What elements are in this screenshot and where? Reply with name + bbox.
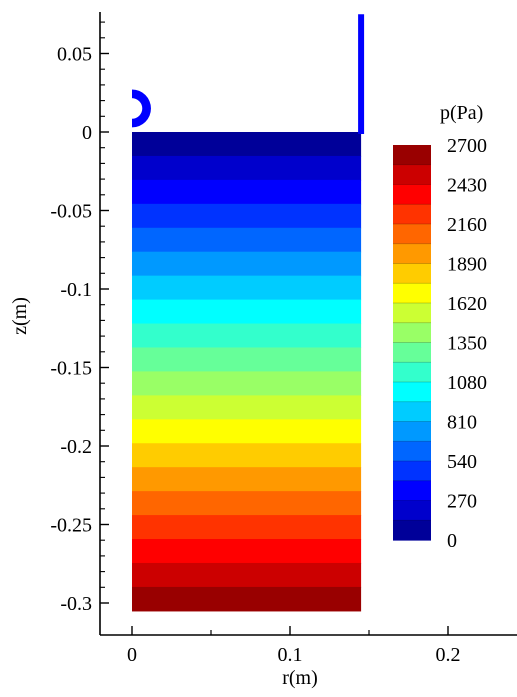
colorbar-band <box>393 520 431 541</box>
contour-band <box>132 395 362 420</box>
colorbar-band <box>393 342 431 363</box>
contour-band <box>132 491 362 516</box>
y-tick-label: 0.05 <box>57 44 92 66</box>
y-tick-label: -0.15 <box>50 358 92 380</box>
colorbar-band <box>393 303 431 324</box>
x-tick-label: 0.1 <box>278 644 303 666</box>
colorbar-tick-label: 270 <box>447 491 477 513</box>
contour-band <box>132 132 362 157</box>
colorbar-tick-label: 540 <box>447 451 477 473</box>
colorbar-band <box>393 204 431 225</box>
semicircle-obstacle <box>132 89 151 128</box>
colorbar-tick-label: 1620 <box>447 293 487 315</box>
colorbar-band <box>393 500 431 521</box>
y-tick-label: -0.2 <box>60 436 92 458</box>
colorbar-tick-label: 2430 <box>447 175 487 197</box>
contour-band <box>132 586 362 612</box>
x-tick-label: 0 <box>127 644 137 666</box>
colorbar-tick-label: 1350 <box>447 333 487 355</box>
colorbar-band <box>393 283 431 304</box>
contour-band <box>132 275 362 301</box>
colorbar-tick-label: 0 <box>447 530 457 552</box>
y-axis-label: z(m) <box>9 297 31 335</box>
y-tick-label: 0 <box>82 122 92 144</box>
y-tick-label: -0.25 <box>50 515 92 537</box>
y-tick-label: -0.3 <box>60 593 92 615</box>
x-tick-label: 0.2 <box>436 644 461 666</box>
wall-line <box>358 14 365 134</box>
contour-band <box>132 179 362 205</box>
contour-band <box>132 347 362 373</box>
colorbar-band <box>393 145 431 166</box>
colorbar-band <box>393 263 431 284</box>
contour-band <box>132 467 362 492</box>
colorbar-band <box>393 401 431 423</box>
contour-band <box>132 155 362 181</box>
contour-band <box>132 562 362 588</box>
colorbar-band <box>393 382 431 403</box>
contour-band <box>132 227 362 253</box>
contour-band <box>132 251 362 277</box>
contour-band <box>132 323 362 349</box>
contour-band <box>132 371 362 396</box>
y-tick-label: -0.05 <box>50 201 92 223</box>
contour-band <box>132 419 362 444</box>
colorbar-tick-label: 810 <box>447 412 477 434</box>
colorbar-band <box>393 480 431 502</box>
colorbar-band <box>393 421 431 442</box>
contour-band <box>132 299 362 325</box>
contour-band <box>132 515 362 540</box>
x-axis-label: r(m) <box>282 667 318 689</box>
colorbar-title: p(Pa) <box>440 102 483 124</box>
geometry <box>132 14 365 134</box>
y-tick-label: -0.1 <box>60 279 92 301</box>
colorbar-tick-label: 1080 <box>447 372 487 394</box>
colorbar-band <box>393 164 431 186</box>
colorbar-tick-label: 1890 <box>447 254 487 276</box>
colorbar-tick-label: 2160 <box>447 214 487 236</box>
contour-bands <box>132 132 362 612</box>
colorbar-band <box>393 243 431 265</box>
colorbar-band <box>393 322 431 344</box>
colorbar-band <box>393 461 431 482</box>
ticks: 0 0.1 0.2 0.05 0 -0.05 -0.1 -0.15 -0.2 -0.25 -0.3 <box>50 21 461 666</box>
colorbar-tick-label: 2700 <box>447 135 487 157</box>
colorbar-band <box>393 441 431 462</box>
contour-band <box>132 539 362 564</box>
colorbar-band <box>393 224 431 245</box>
colorbar-band <box>393 362 431 383</box>
colorbar-band <box>393 184 431 205</box>
contour-band <box>132 443 362 468</box>
contour-band <box>132 203 362 229</box>
